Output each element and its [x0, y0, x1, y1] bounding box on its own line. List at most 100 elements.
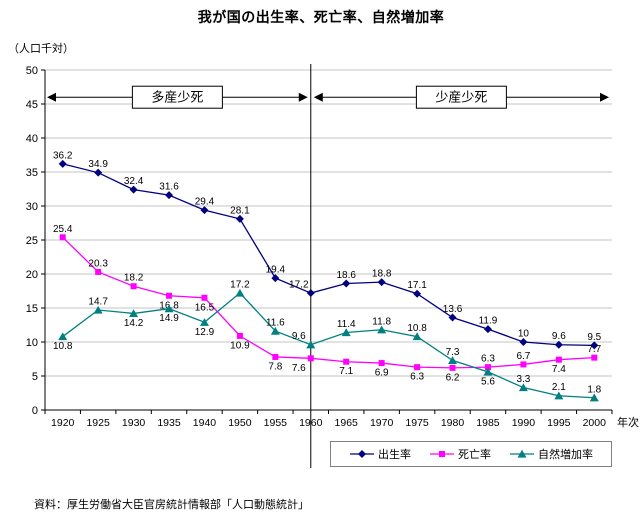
y-tick-label: 25	[26, 235, 38, 247]
data-label: 18.6	[336, 270, 356, 281]
legend: 出生率 死亡率 自然増加率	[330, 441, 612, 467]
data-point-marker	[59, 234, 66, 241]
data-point-marker	[200, 206, 209, 215]
arrow-head-right-icon	[298, 92, 308, 102]
legend-item: 死亡率	[429, 446, 491, 462]
arrow-head-left-icon	[313, 92, 323, 102]
data-point-marker	[166, 292, 173, 299]
data-point-marker	[95, 268, 102, 275]
data-label: 34.9	[88, 159, 108, 170]
data-point-marker	[591, 354, 598, 361]
arrow-head-right-icon	[600, 92, 609, 102]
x-tick-label: 1935	[157, 417, 181, 429]
data-label: 11.9	[479, 316, 498, 327]
data-point-marker	[483, 325, 492, 334]
data-point-marker	[342, 279, 351, 288]
era-label-box	[415, 85, 507, 109]
data-point-marker	[58, 159, 67, 168]
era-label-box	[131, 85, 223, 109]
y-tick-label: 50	[26, 65, 38, 77]
data-label: 29.4	[195, 197, 215, 208]
legend-marker-icon	[510, 449, 534, 458]
data-point-marker	[272, 353, 279, 360]
data-label: 20.3	[88, 258, 108, 269]
data-label: 11.6	[266, 318, 285, 329]
data-point-marker	[306, 289, 315, 298]
data-label: 6.3	[481, 354, 495, 365]
data-point-marker	[93, 305, 103, 314]
data-label: 7.7	[587, 344, 601, 355]
data-label: 11.4	[337, 319, 356, 330]
chart-canvas: 0 5 10 15 20 25 30 35 40 45 50 1920 1925 1930 1935 1940…	[26, 64, 639, 468]
y-tick-label: 35	[26, 167, 38, 179]
data-label: 25.4	[53, 224, 73, 235]
era-label: 少産少死	[435, 90, 487, 105]
data-point-marker	[377, 325, 387, 334]
y-tick-label: 45	[26, 99, 38, 111]
x-tick-label: 1955	[264, 417, 288, 429]
data-point-marker	[94, 168, 103, 177]
data-point-marker	[378, 360, 385, 367]
data-point-marker	[343, 358, 350, 365]
data-point-marker	[270, 326, 280, 335]
data-label: 17.1	[407, 280, 427, 291]
data-point-marker	[483, 367, 493, 376]
y-tick-label: 30	[26, 201, 38, 213]
x-tick-label: 1930	[122, 417, 146, 429]
data-point-marker	[590, 341, 599, 350]
y-tick-label: 5	[32, 371, 38, 383]
data-label: 18.8	[372, 269, 392, 280]
data-label: 10.8	[53, 341, 73, 352]
data-label: 6.9	[375, 368, 389, 379]
data-point-marker	[307, 355, 314, 362]
data-point-marker	[449, 364, 456, 371]
y-tick-label: 40	[26, 133, 38, 145]
data-point-marker	[439, 451, 445, 457]
data-point-marker	[235, 288, 245, 297]
x-tick-label: 1965	[335, 417, 359, 429]
legend-label: 自然増加率	[538, 449, 593, 461]
data-label: 31.6	[159, 182, 179, 193]
data-label: 10	[518, 329, 530, 340]
x-axis-title: 年次	[617, 415, 639, 429]
data-point-marker	[201, 294, 208, 301]
data-label: 32.4	[124, 176, 144, 187]
data-point-marker	[519, 338, 528, 346]
x-tick-label: 1985	[476, 417, 500, 429]
data-point-marker	[484, 364, 491, 371]
data-label: 5.6	[481, 376, 495, 387]
data-point-marker	[271, 274, 280, 283]
data-point-marker	[554, 391, 564, 400]
data-point-marker	[520, 361, 527, 368]
y-tick-label: 20	[26, 269, 38, 281]
data-label: 17.2	[289, 280, 309, 291]
legend-marker-icon	[430, 451, 454, 457]
data-label: 12.9	[195, 327, 215, 338]
series-line	[62, 163, 595, 347]
data-label: 7.6	[292, 363, 306, 374]
arrow-head-left-icon	[47, 92, 56, 102]
data-point-marker	[129, 185, 138, 194]
data-point-marker	[358, 450, 366, 458]
data-point-marker	[165, 191, 174, 200]
y-tick-label: 0	[32, 405, 38, 417]
data-label: 36.2	[53, 150, 73, 161]
series-line	[62, 236, 595, 369]
data-label: 19.4	[266, 265, 286, 276]
data-point-marker	[130, 283, 137, 290]
x-tick-label: 1970	[370, 417, 394, 429]
data-point-marker	[448, 356, 458, 364]
data-label: 16.5	[195, 302, 215, 313]
data-point-marker	[235, 214, 244, 223]
data-point-marker	[164, 304, 174, 313]
chart-title: 我が国の出生率、死亡率、自然増加率	[197, 9, 445, 25]
data-point-marker	[341, 328, 351, 337]
data-label: 18.2	[124, 273, 144, 284]
data-point-marker	[236, 332, 243, 339]
era-label: 多産少死	[151, 90, 203, 105]
data-label: 7.3	[446, 347, 460, 358]
x-tick-label: 1920	[51, 417, 75, 429]
x-tick-label: 2000	[583, 417, 607, 429]
data-point-marker	[58, 332, 68, 341]
